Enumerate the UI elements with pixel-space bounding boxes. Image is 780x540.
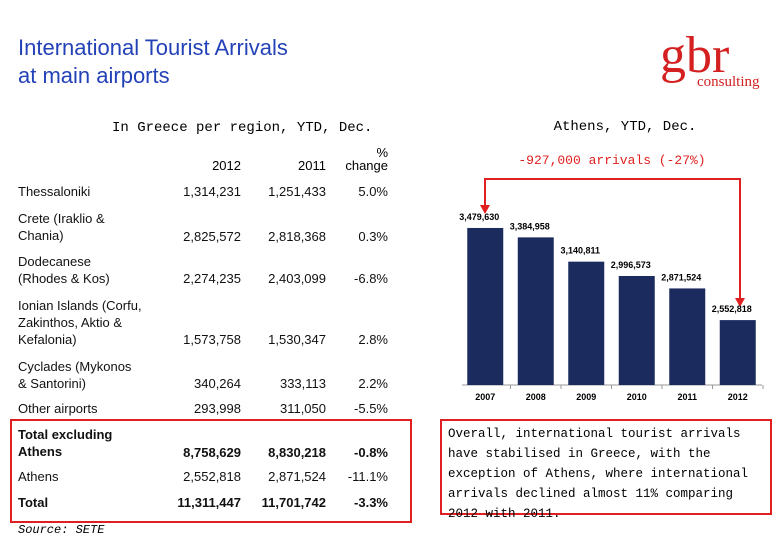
value-label: 3,140,811 <box>560 246 600 256</box>
cell: -6.8% <box>354 271 388 286</box>
cell: 2,403,099 <box>268 271 326 286</box>
cell: 311,050 <box>279 401 326 416</box>
row-label: Cyclades (Mykonos & Santorini) <box>18 359 132 391</box>
logo-sub: consulting <box>697 74 760 90</box>
column-header: 2011 <box>298 158 326 173</box>
cell: 8,758,629 <box>183 445 241 460</box>
cell: -11.1% <box>347 469 388 484</box>
annotation-arrow <box>484 178 741 298</box>
bar <box>719 320 756 385</box>
logo: gbr <box>660 27 730 84</box>
value-label: 3,479,630 <box>459 212 499 222</box>
note: Overall, international tourist arrivals … <box>448 427 749 521</box>
x-tick-label: 2011 <box>677 392 697 402</box>
cell: -3.3% <box>354 495 388 510</box>
cell: 1,530,347 <box>268 332 326 347</box>
cell: 8,830,218 <box>268 445 326 460</box>
cell: 2,552,818 <box>183 469 241 484</box>
value-label: 2,552,818 <box>712 304 752 314</box>
row-label: Crete (Iraklio & Chania) <box>18 211 105 243</box>
cell: 333,113 <box>279 376 326 391</box>
bar <box>517 237 554 385</box>
cell: 0.3% <box>358 229 388 244</box>
row-label: Other airports <box>18 401 98 416</box>
cell: 2.8% <box>358 332 388 347</box>
value-label: 3,384,958 <box>510 221 550 231</box>
cell: 293,998 <box>194 401 241 416</box>
value-label: 2,871,524 <box>661 272 701 282</box>
highlight-box <box>10 419 412 523</box>
value-label: 2,996,573 <box>611 260 651 270</box>
cell: -0.8% <box>354 445 388 460</box>
cell: 5.0% <box>358 184 388 199</box>
bar <box>618 275 655 385</box>
chart-title: Athens, YTD, Dec. <box>554 119 697 135</box>
cell: 2,274,235 <box>183 271 241 286</box>
cell: 1,314,231 <box>183 184 241 199</box>
bar <box>467 227 504 385</box>
x-tick-label: 2008 <box>526 392 546 402</box>
cell: 1,573,758 <box>183 332 241 347</box>
x-tick-label: 2012 <box>728 392 748 402</box>
cell: 2,871,524 <box>268 469 326 484</box>
column-header: 2012 <box>212 158 241 173</box>
cell: 1,251,433 <box>268 184 326 199</box>
row-label: Thessaloniki <box>18 184 91 199</box>
source: Source: SETE <box>18 523 105 537</box>
row-label: Total excluding Athens <box>18 427 113 459</box>
cell: 11,311,447 <box>177 495 241 510</box>
row-label: Athens <box>18 469 59 484</box>
table-caption: In Greece per region, YTD, Dec. <box>112 120 373 136</box>
cell: 2,818,368 <box>268 229 326 244</box>
row-label: Dodecanese (Rhodes & Kos) <box>18 254 110 286</box>
cell: 340,264 <box>194 376 241 391</box>
column-header: % change <box>345 145 388 173</box>
bar <box>669 288 706 385</box>
row-label: Total <box>18 495 49 510</box>
x-tick-label: 2010 <box>627 392 647 402</box>
note-box <box>440 419 772 515</box>
row-label: Ionian Islands (Corfu, Zakinthos, Aktio … <box>18 298 142 347</box>
x-tick-label: 2009 <box>576 392 596 402</box>
cell: -5.5% <box>354 401 388 416</box>
cell: 2,825,572 <box>183 229 241 244</box>
x-tick-label: 2007 <box>475 392 495 402</box>
annotation: -927,000 arrivals (-27%) <box>518 153 705 168</box>
cell: 11,701,742 <box>261 495 326 510</box>
bar <box>568 261 605 385</box>
slide-title: International Tourist Arrivals at main a… <box>18 35 288 88</box>
cell: 2.2% <box>358 376 388 391</box>
